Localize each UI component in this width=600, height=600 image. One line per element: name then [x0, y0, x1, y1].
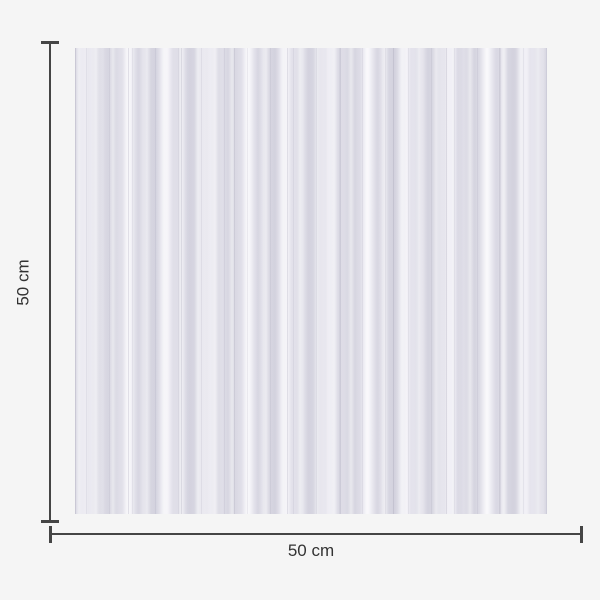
height-dimension-cap-top	[41, 41, 59, 44]
height-dimension-line	[49, 42, 51, 522]
width-dimension-cap-left	[49, 526, 52, 543]
width-dimension-cap-right	[580, 526, 583, 543]
striped-swatch-image	[75, 48, 547, 514]
height-dimension-cap-bottom	[41, 520, 59, 523]
width-dimension-label-wrap: 50 cm	[75, 542, 547, 561]
height-dimension-label-wrap: 50 cm	[4, 42, 42, 522]
width-dimension-line	[50, 533, 582, 535]
height-dimension-label: 50 cm	[13, 258, 33, 306]
width-dimension-label: 50 cm	[287, 541, 335, 560]
